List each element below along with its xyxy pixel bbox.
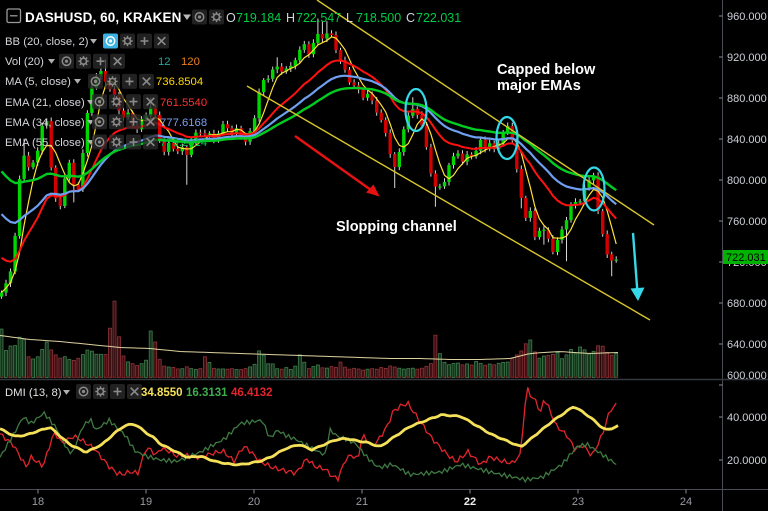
svg-text:722.031: 722.031	[416, 11, 461, 25]
svg-text:MA (5, close): MA (5, close)	[5, 76, 71, 88]
svg-text:880.000: 880.000	[727, 93, 767, 105]
svg-text:46.4132: 46.4132	[231, 387, 273, 399]
svg-text:20: 20	[248, 496, 260, 508]
svg-text:DASHUSD, 60, KRAKEN: DASHUSD, 60, KRAKEN	[25, 10, 181, 25]
svg-text:722.031: 722.031	[726, 252, 766, 264]
svg-text:EMA (21, close): EMA (21, close)	[5, 97, 85, 109]
svg-text:760.000: 760.000	[727, 216, 767, 228]
svg-text:major EMAs: major EMAs	[497, 78, 581, 94]
svg-text:600.000: 600.000	[727, 370, 767, 382]
svg-text:Slopping channel: Slopping channel	[336, 219, 457, 235]
svg-text:L: L	[346, 11, 353, 25]
svg-text:777.6168: 777.6168	[160, 117, 207, 129]
svg-text:16.3131: 16.3131	[186, 387, 228, 399]
svg-text:18: 18	[32, 496, 44, 508]
svg-text:640.000: 640.000	[727, 339, 767, 351]
svg-text:719.184: 719.184	[236, 11, 281, 25]
svg-text:120: 120	[181, 56, 200, 68]
svg-text:DMI (13, 8): DMI (13, 8)	[5, 387, 62, 399]
svg-text:BB (20, close, 2): BB (20, close, 2)	[5, 36, 89, 48]
svg-text:34.8550: 34.8550	[141, 387, 183, 399]
svg-text:21: 21	[356, 496, 368, 508]
svg-text:EMA (34, close): EMA (34, close)	[5, 117, 85, 129]
svg-text:19: 19	[140, 496, 152, 508]
svg-text:23: 23	[572, 496, 584, 508]
svg-text:840.000: 840.000	[727, 134, 767, 146]
svg-text:736.8504: 736.8504	[156, 76, 203, 88]
svg-text:718.500: 718.500	[356, 11, 401, 25]
svg-text:24: 24	[680, 496, 692, 508]
svg-text:722.547: 722.547	[296, 11, 341, 25]
svg-text:C: C	[406, 11, 415, 25]
svg-text:22: 22	[464, 496, 476, 508]
svg-text:960.000: 960.000	[727, 11, 767, 23]
svg-text:920.000: 920.000	[727, 52, 767, 64]
svg-text:779.2814: 779.2814	[160, 137, 207, 149]
svg-text:40.0000: 40.0000	[727, 412, 767, 424]
svg-text:H: H	[286, 11, 295, 25]
svg-text:12: 12	[158, 56, 171, 68]
svg-text:800.000: 800.000	[727, 175, 767, 187]
svg-text:761.5540: 761.5540	[160, 97, 207, 109]
svg-text:O: O	[226, 11, 236, 25]
svg-text:20.0000: 20.0000	[727, 455, 767, 467]
svg-text:Capped below: Capped below	[497, 62, 596, 78]
svg-text:Vol (20): Vol (20)	[5, 56, 44, 68]
svg-text:EMA (55, close): EMA (55, close)	[5, 137, 85, 149]
svg-text:680.000: 680.000	[727, 298, 767, 310]
